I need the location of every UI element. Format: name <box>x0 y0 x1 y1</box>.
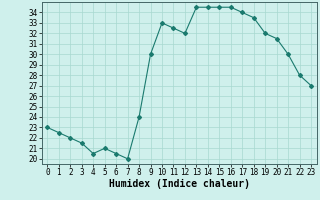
X-axis label: Humidex (Indice chaleur): Humidex (Indice chaleur) <box>109 179 250 189</box>
